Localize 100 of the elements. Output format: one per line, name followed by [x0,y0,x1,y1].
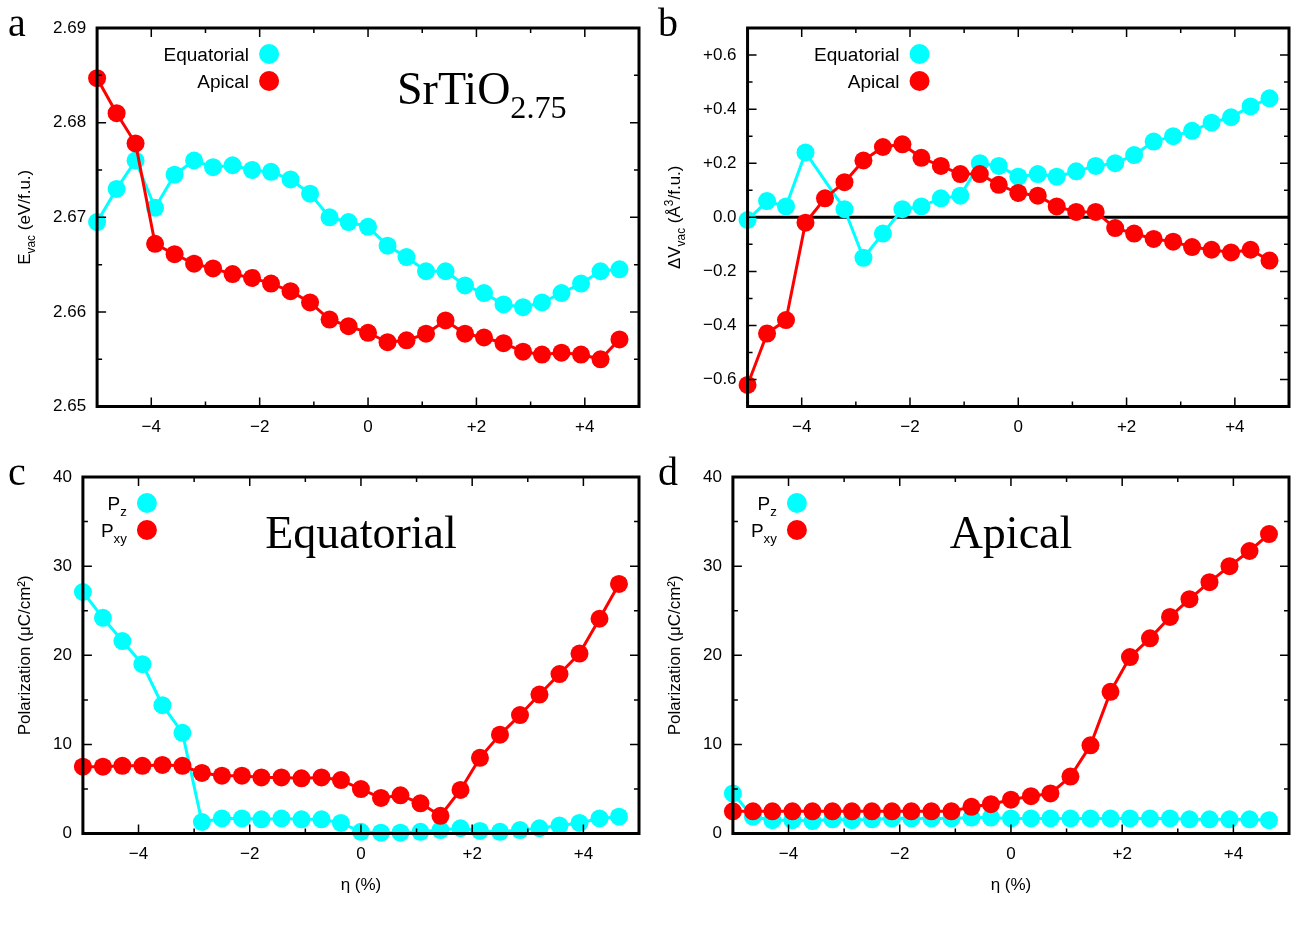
point [494,295,513,314]
point [854,151,873,170]
y-tick-label: +0.6 [703,44,737,64]
point [572,274,591,293]
y-tick-label: 10 [702,734,722,754]
x-tick-label: +4 [575,417,595,437]
point [320,310,339,329]
y-tick-label: 30 [702,555,722,575]
y-tick-label: 0 [712,823,722,843]
point [1047,167,1066,186]
point [232,809,251,828]
point [281,282,300,301]
point [862,802,881,821]
point [590,809,609,828]
point [1009,183,1028,202]
point [873,137,892,156]
y-axis-title: ΔVvac (Å3/f.u.) [662,165,689,270]
point [1140,629,1159,648]
point [1260,89,1279,108]
point [397,248,416,267]
annotation: Equatorial [265,507,457,559]
point [1260,251,1279,270]
point [456,324,475,343]
y-tick-label: 2.68 [52,112,87,132]
x-tick-label: +4 [1223,844,1244,864]
y-tick-label: +0.2 [703,152,737,172]
point [1120,648,1139,667]
point [371,788,390,807]
point [1120,809,1139,828]
point [1240,542,1259,560]
point [1259,811,1278,830]
point [1067,162,1086,181]
point [514,342,533,361]
point [312,768,331,787]
point [777,197,795,216]
point [796,213,815,232]
point [1183,238,1202,257]
point [93,757,112,776]
point [417,324,436,343]
point [1200,810,1219,829]
point [243,160,262,179]
point [107,179,126,198]
point [312,810,331,829]
point [1001,790,1020,809]
point [1202,113,1221,132]
point [252,810,271,829]
point [339,317,358,336]
x-tick-label: −4 [128,844,149,864]
point [796,143,815,162]
point [470,748,489,767]
point [494,334,513,353]
point [1202,240,1221,259]
point [192,813,211,832]
point [1180,810,1199,829]
point [1009,167,1028,186]
x-tick-label: −2 [890,844,910,864]
point [436,311,455,330]
point [185,254,204,273]
point [204,158,223,177]
point [1161,809,1179,828]
point [590,609,609,628]
point [292,769,311,788]
y-tick-label: 30 [52,555,72,575]
point [533,293,551,312]
point [803,802,822,821]
point [1240,810,1259,829]
y-tick-label: 20 [52,644,72,664]
point [570,813,589,832]
y-tick-label: 2.65 [52,396,87,416]
point [1164,232,1183,251]
point [212,766,231,785]
point [1101,682,1120,701]
point [912,197,931,216]
point [165,165,184,184]
x-tick-label: −2 [900,417,920,437]
point [232,766,251,785]
point [262,274,281,293]
y-tick-label: +0.4 [703,98,737,118]
point [1200,573,1219,592]
point [835,173,854,192]
chart-title: d [658,449,678,494]
point [1125,146,1144,165]
point [204,259,223,278]
point [351,780,370,799]
point [842,802,861,821]
point [552,284,571,303]
point [1001,809,1020,828]
point [758,192,777,211]
point [815,189,834,208]
point [1259,525,1278,544]
chart-title: b [658,0,678,45]
point [431,806,450,825]
point [411,794,430,813]
y-tick-label: −0.2 [703,261,737,281]
point [763,802,782,821]
point [931,189,950,208]
x-tick-label: 0 [363,417,373,437]
point [1106,154,1125,173]
point [153,696,172,715]
point [609,574,628,593]
